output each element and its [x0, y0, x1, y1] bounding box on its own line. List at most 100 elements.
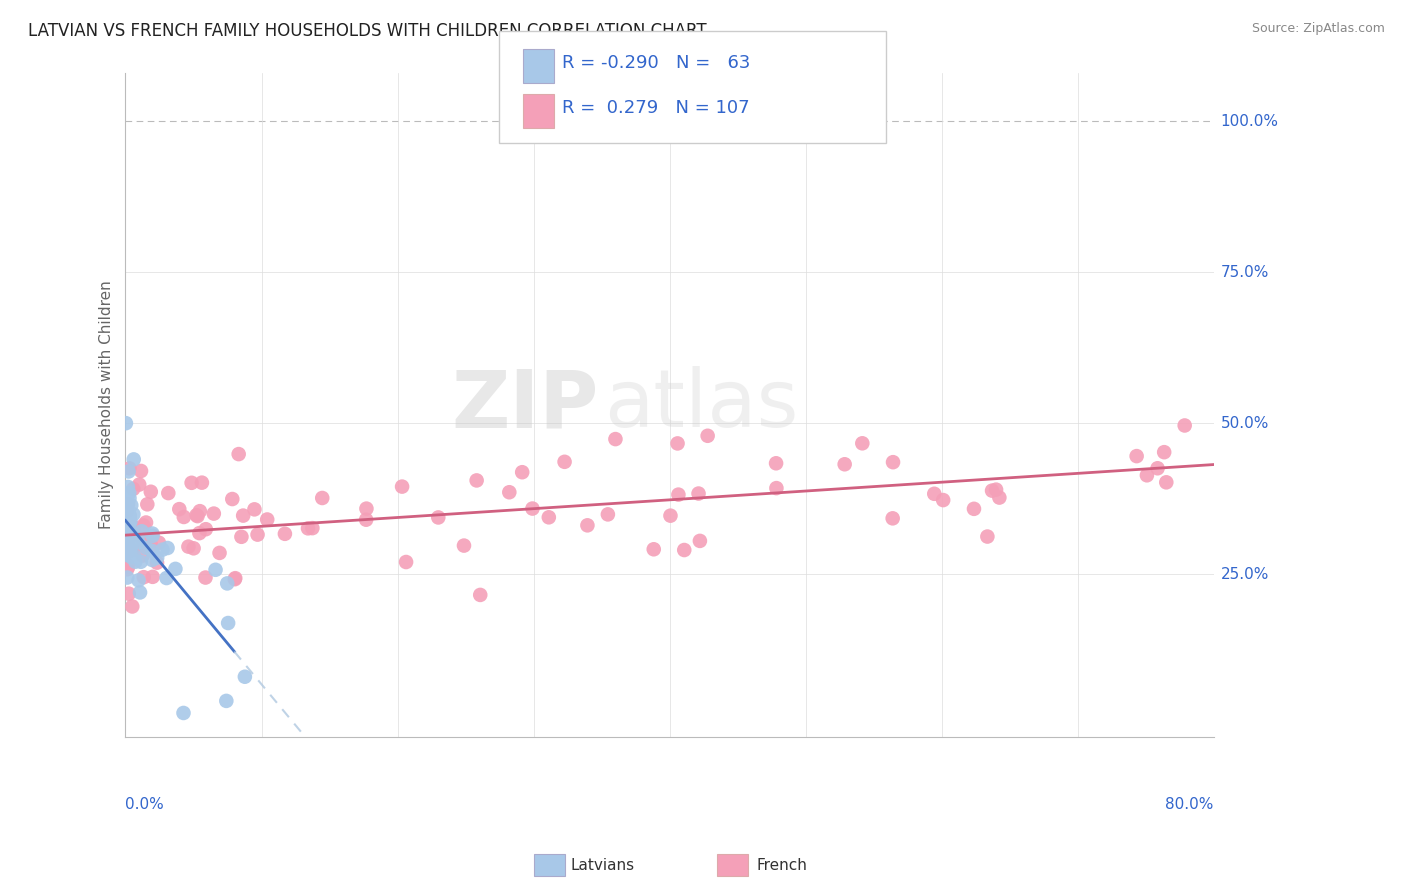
Point	[115, 544, 138, 558]
Point	[988, 491, 1011, 505]
Point	[246, 527, 269, 541]
Point	[146, 550, 169, 565]
Point	[1156, 475, 1178, 490]
Point	[194, 522, 217, 536]
Point	[194, 570, 217, 584]
Point	[118, 508, 141, 523]
Point	[356, 501, 378, 516]
Point	[173, 706, 195, 720]
Text: atlas: atlas	[605, 366, 799, 444]
Point	[311, 491, 333, 505]
Text: 0.0%: 0.0%	[125, 797, 165, 813]
Point	[186, 508, 208, 523]
Point	[395, 555, 418, 569]
Point	[129, 585, 152, 599]
Point	[124, 549, 146, 563]
Point	[981, 483, 1004, 498]
Point	[122, 526, 145, 541]
Point	[118, 461, 141, 475]
Point	[146, 556, 169, 570]
Point	[554, 455, 576, 469]
Point	[141, 553, 163, 567]
Point	[204, 563, 226, 577]
Text: 80.0%: 80.0%	[1166, 797, 1213, 813]
Point	[118, 486, 141, 500]
Point	[354, 513, 377, 527]
Text: Source: ZipAtlas.com: Source: ZipAtlas.com	[1251, 22, 1385, 36]
Point	[118, 519, 141, 533]
Point	[231, 530, 253, 544]
Point	[121, 538, 143, 552]
Text: R = -0.290   N =   63: R = -0.290 N = 63	[562, 54, 751, 72]
Point	[465, 474, 488, 488]
Point	[129, 464, 152, 478]
Point	[118, 516, 141, 531]
Point	[115, 531, 138, 545]
Point	[118, 532, 141, 546]
Point	[177, 540, 200, 554]
Point	[125, 532, 148, 546]
Point	[117, 560, 139, 574]
Text: Latvians: Latvians	[571, 858, 636, 872]
Text: 25.0%: 25.0%	[1220, 566, 1268, 582]
Point	[115, 506, 138, 520]
Text: 75.0%: 75.0%	[1220, 265, 1268, 280]
Point	[135, 541, 157, 555]
Point	[118, 587, 141, 601]
Point	[1146, 461, 1168, 475]
Point	[128, 535, 150, 549]
Point	[673, 543, 696, 558]
Point	[132, 518, 155, 533]
Point	[141, 526, 163, 541]
Point	[120, 515, 142, 529]
Point	[659, 508, 682, 523]
Point	[115, 504, 138, 518]
Point	[1125, 449, 1147, 463]
Point	[256, 512, 278, 526]
Text: LATVIAN VS FRENCH FAMILY HOUSEHOLDS WITH CHILDREN CORRELATION CHART: LATVIAN VS FRENCH FAMILY HOUSEHOLDS WITH…	[28, 22, 707, 40]
Point	[1153, 445, 1175, 459]
Point	[596, 508, 619, 522]
Point	[122, 523, 145, 537]
Point	[666, 436, 689, 450]
Point	[221, 491, 243, 506]
Point	[217, 576, 239, 591]
Point	[128, 477, 150, 491]
Point	[131, 524, 153, 539]
Point	[208, 546, 231, 560]
Point	[228, 447, 250, 461]
Point	[157, 486, 180, 500]
Point	[215, 694, 238, 708]
Point	[301, 521, 323, 535]
Point	[128, 574, 150, 588]
Point	[120, 530, 142, 544]
Point	[118, 544, 141, 558]
Point	[688, 486, 710, 500]
Point	[117, 539, 139, 553]
Point	[117, 480, 139, 494]
Point	[117, 508, 139, 523]
Point	[243, 502, 266, 516]
Point	[115, 562, 138, 576]
Point	[882, 455, 904, 469]
Point	[141, 543, 163, 558]
Point	[115, 539, 138, 553]
Point	[191, 475, 214, 490]
Point	[537, 510, 560, 524]
Point	[117, 497, 139, 511]
Point	[689, 533, 711, 548]
Point	[984, 483, 1007, 497]
Point	[139, 484, 162, 499]
Point	[224, 572, 246, 586]
Point	[115, 498, 138, 512]
Point	[274, 526, 297, 541]
Point	[118, 491, 141, 505]
Point	[922, 487, 945, 501]
Text: 50.0%: 50.0%	[1220, 416, 1268, 431]
Point	[169, 502, 191, 516]
Point	[121, 525, 143, 540]
Point	[217, 615, 239, 630]
Text: ZIP: ZIP	[451, 366, 599, 444]
Point	[1136, 468, 1159, 483]
Point	[522, 501, 544, 516]
